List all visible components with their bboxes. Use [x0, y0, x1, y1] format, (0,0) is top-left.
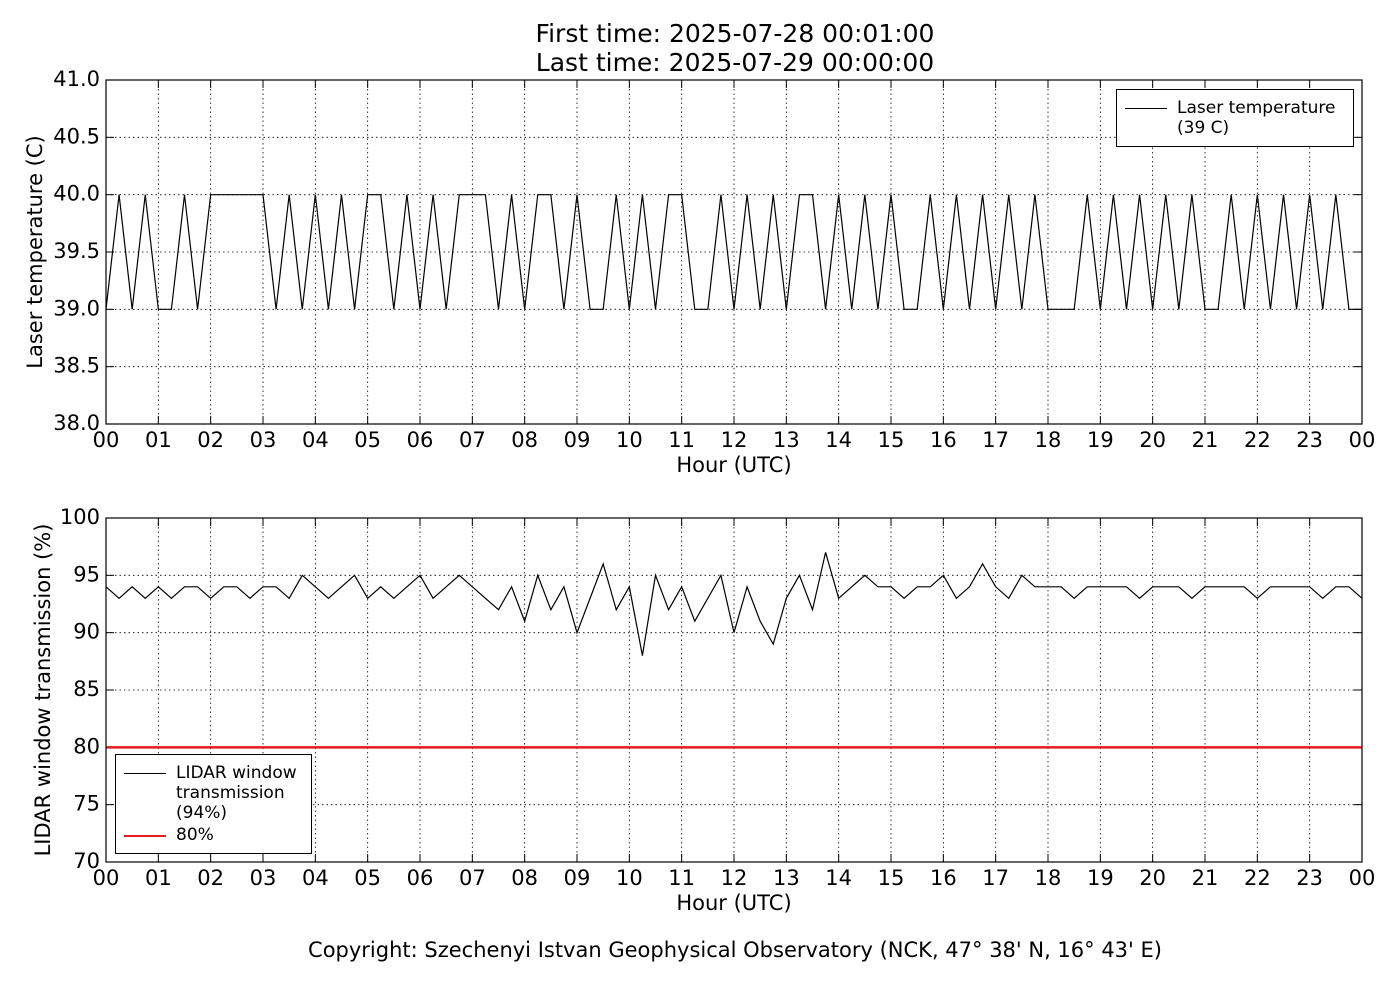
- legend-swatch: [124, 825, 166, 845]
- x-tick-label: 19: [1087, 866, 1114, 890]
- x-tick-label: 10: [616, 428, 643, 452]
- y-tick-label: 39.5: [53, 239, 100, 263]
- x-axis-label: Hour (UTC): [676, 453, 791, 477]
- x-tick-label: 16: [930, 428, 957, 452]
- y-tick-label: 100: [60, 505, 100, 529]
- x-tick-label: 01: [145, 428, 172, 452]
- x-tick-label: 08: [511, 428, 538, 452]
- x-tick-label: 20: [1139, 866, 1166, 890]
- x-tick-label: 11: [668, 866, 695, 890]
- x-tick-label: 12: [721, 428, 748, 452]
- title-line: Last time: 2025-07-29 00:00:00: [536, 48, 934, 77]
- legend-line: [124, 773, 166, 774]
- y-tick-label: 40.5: [53, 124, 100, 148]
- x-tick-label: 01: [145, 866, 172, 890]
- x-tick-label: 06: [407, 866, 434, 890]
- x-tick-label: 05: [354, 866, 381, 890]
- legend-line: [1125, 108, 1167, 109]
- y-tick-label: 70: [73, 849, 100, 873]
- x-tick-label: 08: [511, 866, 538, 890]
- x-tick-label: 03: [250, 866, 277, 890]
- x-tick-label: 10: [616, 866, 643, 890]
- x-tick-label: 00: [1349, 866, 1376, 890]
- y-axis-label: LIDAR window transmission (%): [31, 524, 55, 857]
- x-tick-label: 20: [1139, 428, 1166, 452]
- x-tick-label: 22: [1244, 428, 1271, 452]
- x-tick-label: 06: [407, 428, 434, 452]
- x-tick-label: 17: [982, 866, 1009, 890]
- y-tick-label: 40.0: [53, 182, 100, 206]
- y-tick-label: 38.0: [53, 411, 100, 435]
- legend-label: LIDAR window transmission (94%): [176, 763, 297, 823]
- x-tick-label: 21: [1192, 866, 1219, 890]
- y-tick-label: 38.5: [53, 354, 100, 378]
- x-tick-label: 13: [773, 866, 800, 890]
- y-tick-label: 39.0: [53, 296, 100, 320]
- legend: Laser temperature (39 C): [1116, 89, 1354, 147]
- legend: LIDAR window transmission (94%) 80%: [115, 754, 312, 854]
- x-tick-label: 09: [564, 866, 591, 890]
- x-tick-label: 19: [1087, 428, 1114, 452]
- x-tick-label: 23: [1296, 428, 1323, 452]
- legend-entry: 80%: [124, 825, 303, 845]
- x-tick-label: 07: [459, 428, 486, 452]
- x-tick-label: 18: [1035, 428, 1062, 452]
- x-tick-label: 23: [1296, 866, 1323, 890]
- legend-entry: Laser temperature (39 C): [1125, 98, 1345, 138]
- x-tick-label: 16: [930, 866, 957, 890]
- x-tick-label: 04: [302, 428, 329, 452]
- y-tick-label: 85: [73, 677, 100, 701]
- x-tick-label: 17: [982, 428, 1009, 452]
- x-tick-label: 13: [773, 428, 800, 452]
- x-tick-label: 12: [721, 866, 748, 890]
- axes-frame: [105, 79, 1363, 425]
- x-tick-label: 00: [1349, 428, 1376, 452]
- y-tick-label: 80: [73, 734, 100, 758]
- x-tick-label: 15: [878, 866, 905, 890]
- y-tick-label: 95: [73, 562, 100, 586]
- legend-swatch: [124, 763, 166, 783]
- x-axis-label: Hour (UTC): [676, 891, 791, 915]
- y-tick-label: 41.0: [53, 67, 100, 91]
- x-tick-label: 11: [668, 428, 695, 452]
- x-tick-label: 09: [564, 428, 591, 452]
- x-tick-label: 02: [197, 428, 224, 452]
- axes-frame: [105, 517, 1363, 863]
- legend-entry: LIDAR window transmission (94%): [124, 763, 303, 823]
- copyright: Copyright: Szechenyi Istvan Geophysical …: [308, 938, 1162, 962]
- series-line: [105, 552, 1363, 656]
- x-tick-label: 18: [1035, 866, 1062, 890]
- x-tick-label: 03: [250, 428, 277, 452]
- series-line: [105, 194, 1362, 310]
- x-tick-label: 14: [825, 866, 852, 890]
- y-axis-label: Laser temperature (C): [23, 135, 47, 368]
- x-tick-label: 22: [1244, 866, 1271, 890]
- legend-label: Laser temperature (39 C): [1177, 98, 1336, 138]
- x-tick-label: 14: [825, 428, 852, 452]
- x-tick-label: 15: [878, 428, 905, 452]
- x-tick-label: 04: [302, 866, 329, 890]
- y-tick-label: 75: [73, 792, 100, 816]
- y-tick-label: 90: [73, 620, 100, 644]
- legend-line: [124, 835, 166, 837]
- x-tick-label: 21: [1192, 428, 1219, 452]
- title-line: First time: 2025-07-28 00:01:00: [536, 19, 935, 48]
- legend-label: 80%: [176, 825, 214, 845]
- x-tick-label: 07: [459, 866, 486, 890]
- legend-swatch: [1125, 98, 1167, 118]
- x-tick-label: 05: [354, 428, 381, 452]
- x-tick-label: 00: [93, 866, 120, 890]
- x-tick-label: 02: [197, 866, 224, 890]
- x-tick-label: 00: [93, 428, 120, 452]
